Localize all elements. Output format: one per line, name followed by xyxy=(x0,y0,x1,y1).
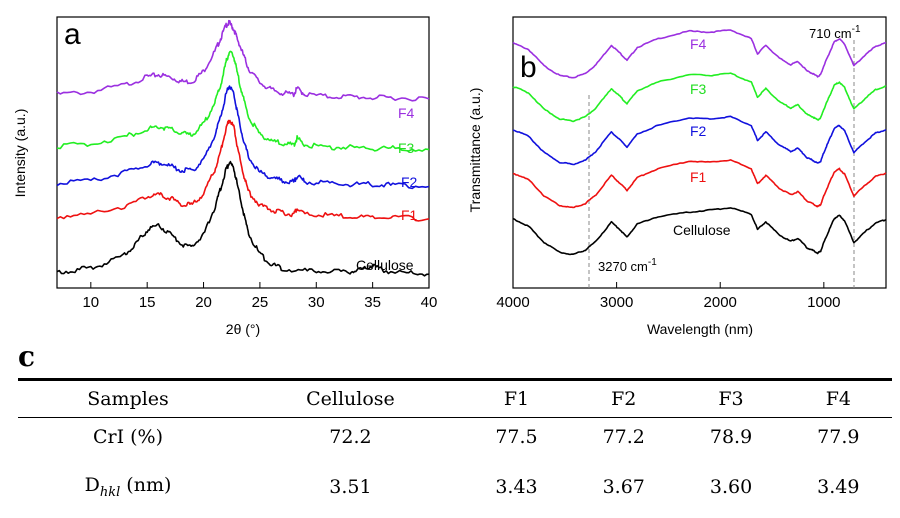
table-cell: 3.51 xyxy=(329,476,372,498)
column-header: F4 xyxy=(825,388,851,410)
table-cell: 3.60 xyxy=(709,476,753,498)
table-cell: 3.43 xyxy=(495,476,538,498)
x-tick-label: 4000 xyxy=(496,294,529,311)
column-header: Samples xyxy=(87,388,169,410)
column-header: F3 xyxy=(718,388,744,410)
label-f2: F2 xyxy=(690,123,707,139)
table-header-row: Samples Cellulose F1 F2 F3 F4 xyxy=(18,379,892,418)
annotation-710: 710 cm-1 xyxy=(809,24,861,41)
x-tick-label: 35 xyxy=(364,294,381,311)
annotation-3270: 3270 cm-1 xyxy=(598,257,657,274)
label-f3: F3 xyxy=(398,140,415,156)
xrd-chart: 10 15 20 25 30 35 40 a F4 F3 F2 F1 Cellulose 2… xyxy=(12,16,438,337)
x-tick-label: 30 xyxy=(308,294,325,311)
series-line-f1 xyxy=(512,159,887,209)
table-cell: 77.9 xyxy=(817,426,860,448)
x-axis-title: Wavelength (nm) xyxy=(647,321,753,337)
x-tick-label: 2000 xyxy=(704,294,737,311)
x-tick-label: 20 xyxy=(195,294,212,311)
column-header: F1 xyxy=(503,388,530,410)
label-cellulose: Cellulose xyxy=(356,257,414,273)
series-line-f3 xyxy=(56,50,430,152)
table-cell: 3.49 xyxy=(817,476,860,498)
row-label: Dhkl (nm) xyxy=(84,474,172,500)
xrd-plot-frame xyxy=(56,16,430,289)
row-label: CrI (%) xyxy=(92,426,164,448)
table-row: Dhkl (nm) 3.51 3.43 3.67 3.60 3.49 xyxy=(18,456,892,518)
label-f4: F4 xyxy=(398,105,415,121)
y-axis-title: Transmittance (a.u.) xyxy=(467,88,483,213)
ftir-plot-frame xyxy=(512,16,887,289)
column-header: F2 xyxy=(611,388,637,410)
table-cell: 77.5 xyxy=(495,426,538,448)
panel-letter-a: a xyxy=(64,18,81,51)
series-line-f4 xyxy=(512,29,887,79)
series-line-f2 xyxy=(512,115,887,166)
label-cellulose: Cellulose xyxy=(673,222,731,238)
table-cell: 72.2 xyxy=(329,426,372,448)
x-tick-label: 10 xyxy=(82,294,99,311)
label-f3: F3 xyxy=(690,81,707,97)
series-line-f2 xyxy=(56,85,430,190)
table-cell: 3.67 xyxy=(602,476,645,498)
crystallinity-table: Samples Cellulose F1 F2 F3 F4 CrI (%) 72… xyxy=(18,378,892,518)
x-tick-label: 40 xyxy=(421,294,438,311)
label-f1: F1 xyxy=(690,169,707,185)
series-line-f4 xyxy=(56,19,430,102)
crystallinity-table-panel: c Samples Cellulose F1 F2 F3 F4 CrI (%) … xyxy=(0,340,900,514)
x-tick-label: 3000 xyxy=(600,294,633,311)
x-axis-title: 2θ (°) xyxy=(226,321,260,337)
series-line-f1 xyxy=(56,119,430,222)
series-line-f3 xyxy=(512,72,887,123)
table-cell: 78.9 xyxy=(709,426,753,448)
y-axis-title: Intensity (a.u.) xyxy=(12,109,28,198)
panel-letter-b: b xyxy=(520,51,537,84)
series-line-cellulose xyxy=(56,160,430,277)
label-f4: F4 xyxy=(690,36,707,52)
table-cell: 77.2 xyxy=(602,426,645,448)
x-tick-label: 25 xyxy=(252,294,269,311)
label-f2: F2 xyxy=(401,174,418,190)
x-tick-label: 15 xyxy=(139,294,156,311)
ftir-chart: 4000 3000 2000 1000 b F4 F3 F2 F1 Cellulose… xyxy=(467,16,887,337)
panel-letter-c: c xyxy=(18,340,36,373)
table-row: CrI (%) 72.2 77.5 77.2 78.9 77.9 xyxy=(18,418,892,457)
column-header: Cellulose xyxy=(306,388,395,410)
label-f1: F1 xyxy=(401,207,418,223)
x-tick-label: 1000 xyxy=(807,294,840,311)
series-line-cellulose xyxy=(512,207,887,256)
